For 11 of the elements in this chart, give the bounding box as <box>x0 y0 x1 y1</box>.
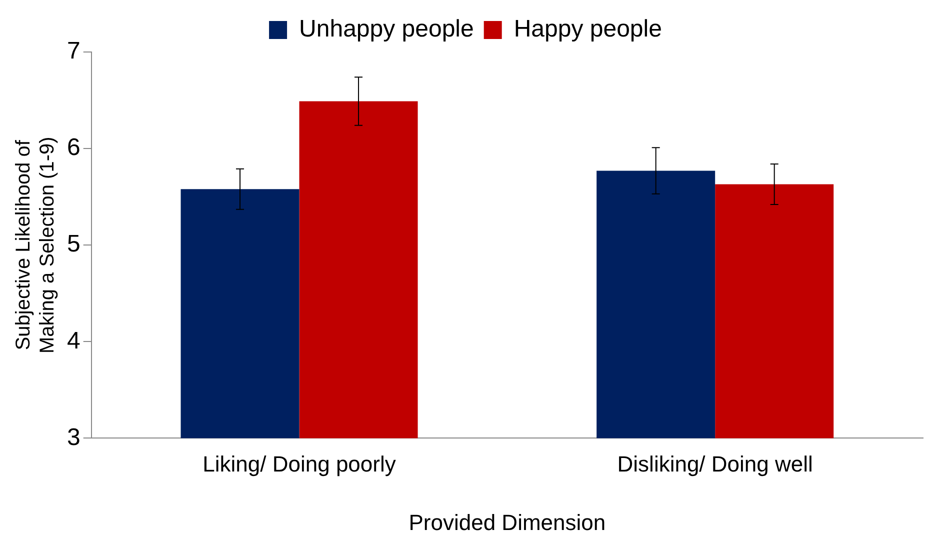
y-tick-label: 6 <box>66 134 80 162</box>
y-axis-title: Subjective Likelihood of Making a Selection (1-9) <box>12 136 59 354</box>
y-tick-label: 7 <box>66 38 80 65</box>
legend-label: Unhappy people <box>299 16 474 43</box>
y-tick-label: 4 <box>66 327 80 354</box>
x-tick-label: Disliking/ Doing well <box>617 451 813 476</box>
x-tick-label: Liking/ Doing poorly <box>202 451 396 476</box>
x-axis-title: Provided Dimension <box>408 510 606 535</box>
y-tick-label: 3 <box>66 424 80 451</box>
legend-label: Happy people <box>514 16 662 43</box>
y-tick-label: 5 <box>66 230 80 258</box>
